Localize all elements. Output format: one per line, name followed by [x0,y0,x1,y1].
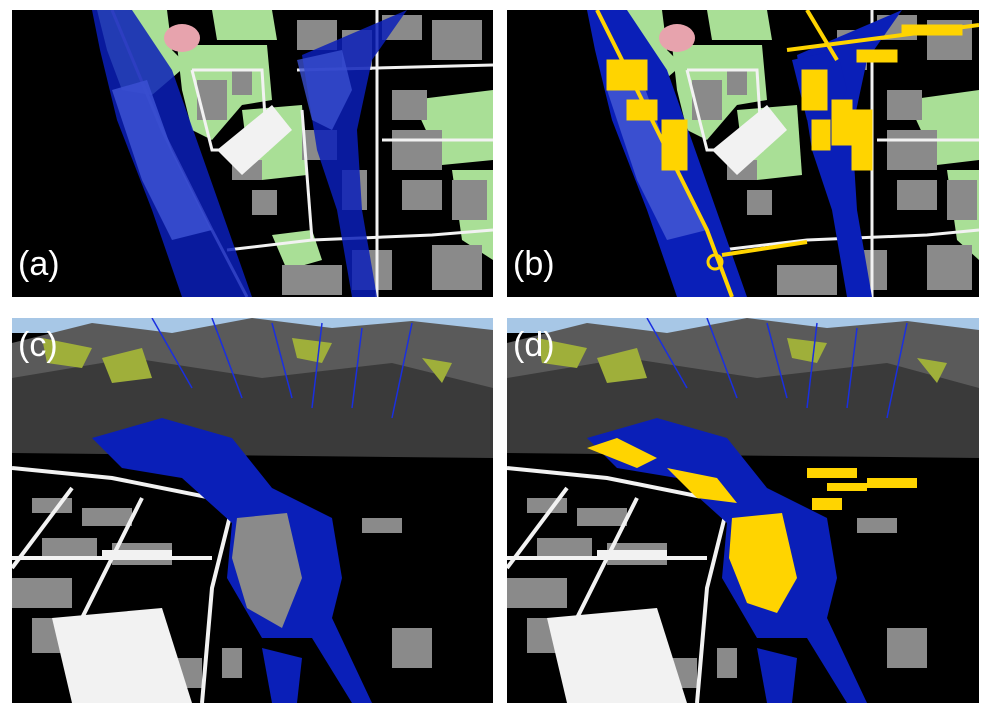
alpine-meadows [42,338,452,383]
panel-d: (d) [507,318,979,703]
panel-label-d: (d) [513,326,555,364]
panel-label-a: (a) [18,245,60,283]
panel-c: (c) [12,318,493,703]
green-area [212,10,277,40]
plan-map-a [12,10,493,297]
flood-extent [297,50,352,130]
affected-assets [587,438,917,613]
streams [646,318,908,419]
pink-area [659,24,695,52]
streams [151,318,413,419]
flood-extent [112,80,212,240]
island [232,513,302,628]
white-area [712,105,787,175]
green-area [707,10,772,40]
flood-extent [92,418,372,703]
green-area [907,90,979,165]
plan-map-b [507,10,979,297]
panel-a: (a) [12,10,493,297]
roads [507,466,768,703]
white-area [597,550,667,556]
panel-label-c: (c) [18,326,58,364]
perspective-map-c [12,318,493,703]
alpine-meadows [537,338,947,383]
white-area [52,608,192,703]
affected-assets [595,10,979,297]
white-area [547,608,687,703]
perspective-map-d [507,318,979,703]
panel-b: (b) [507,10,979,297]
flood-extent [587,418,867,703]
white-area [217,105,292,175]
white-area [102,550,172,556]
panel-label-b: (b) [513,245,555,283]
pink-area [164,24,200,52]
green-area [412,90,493,165]
